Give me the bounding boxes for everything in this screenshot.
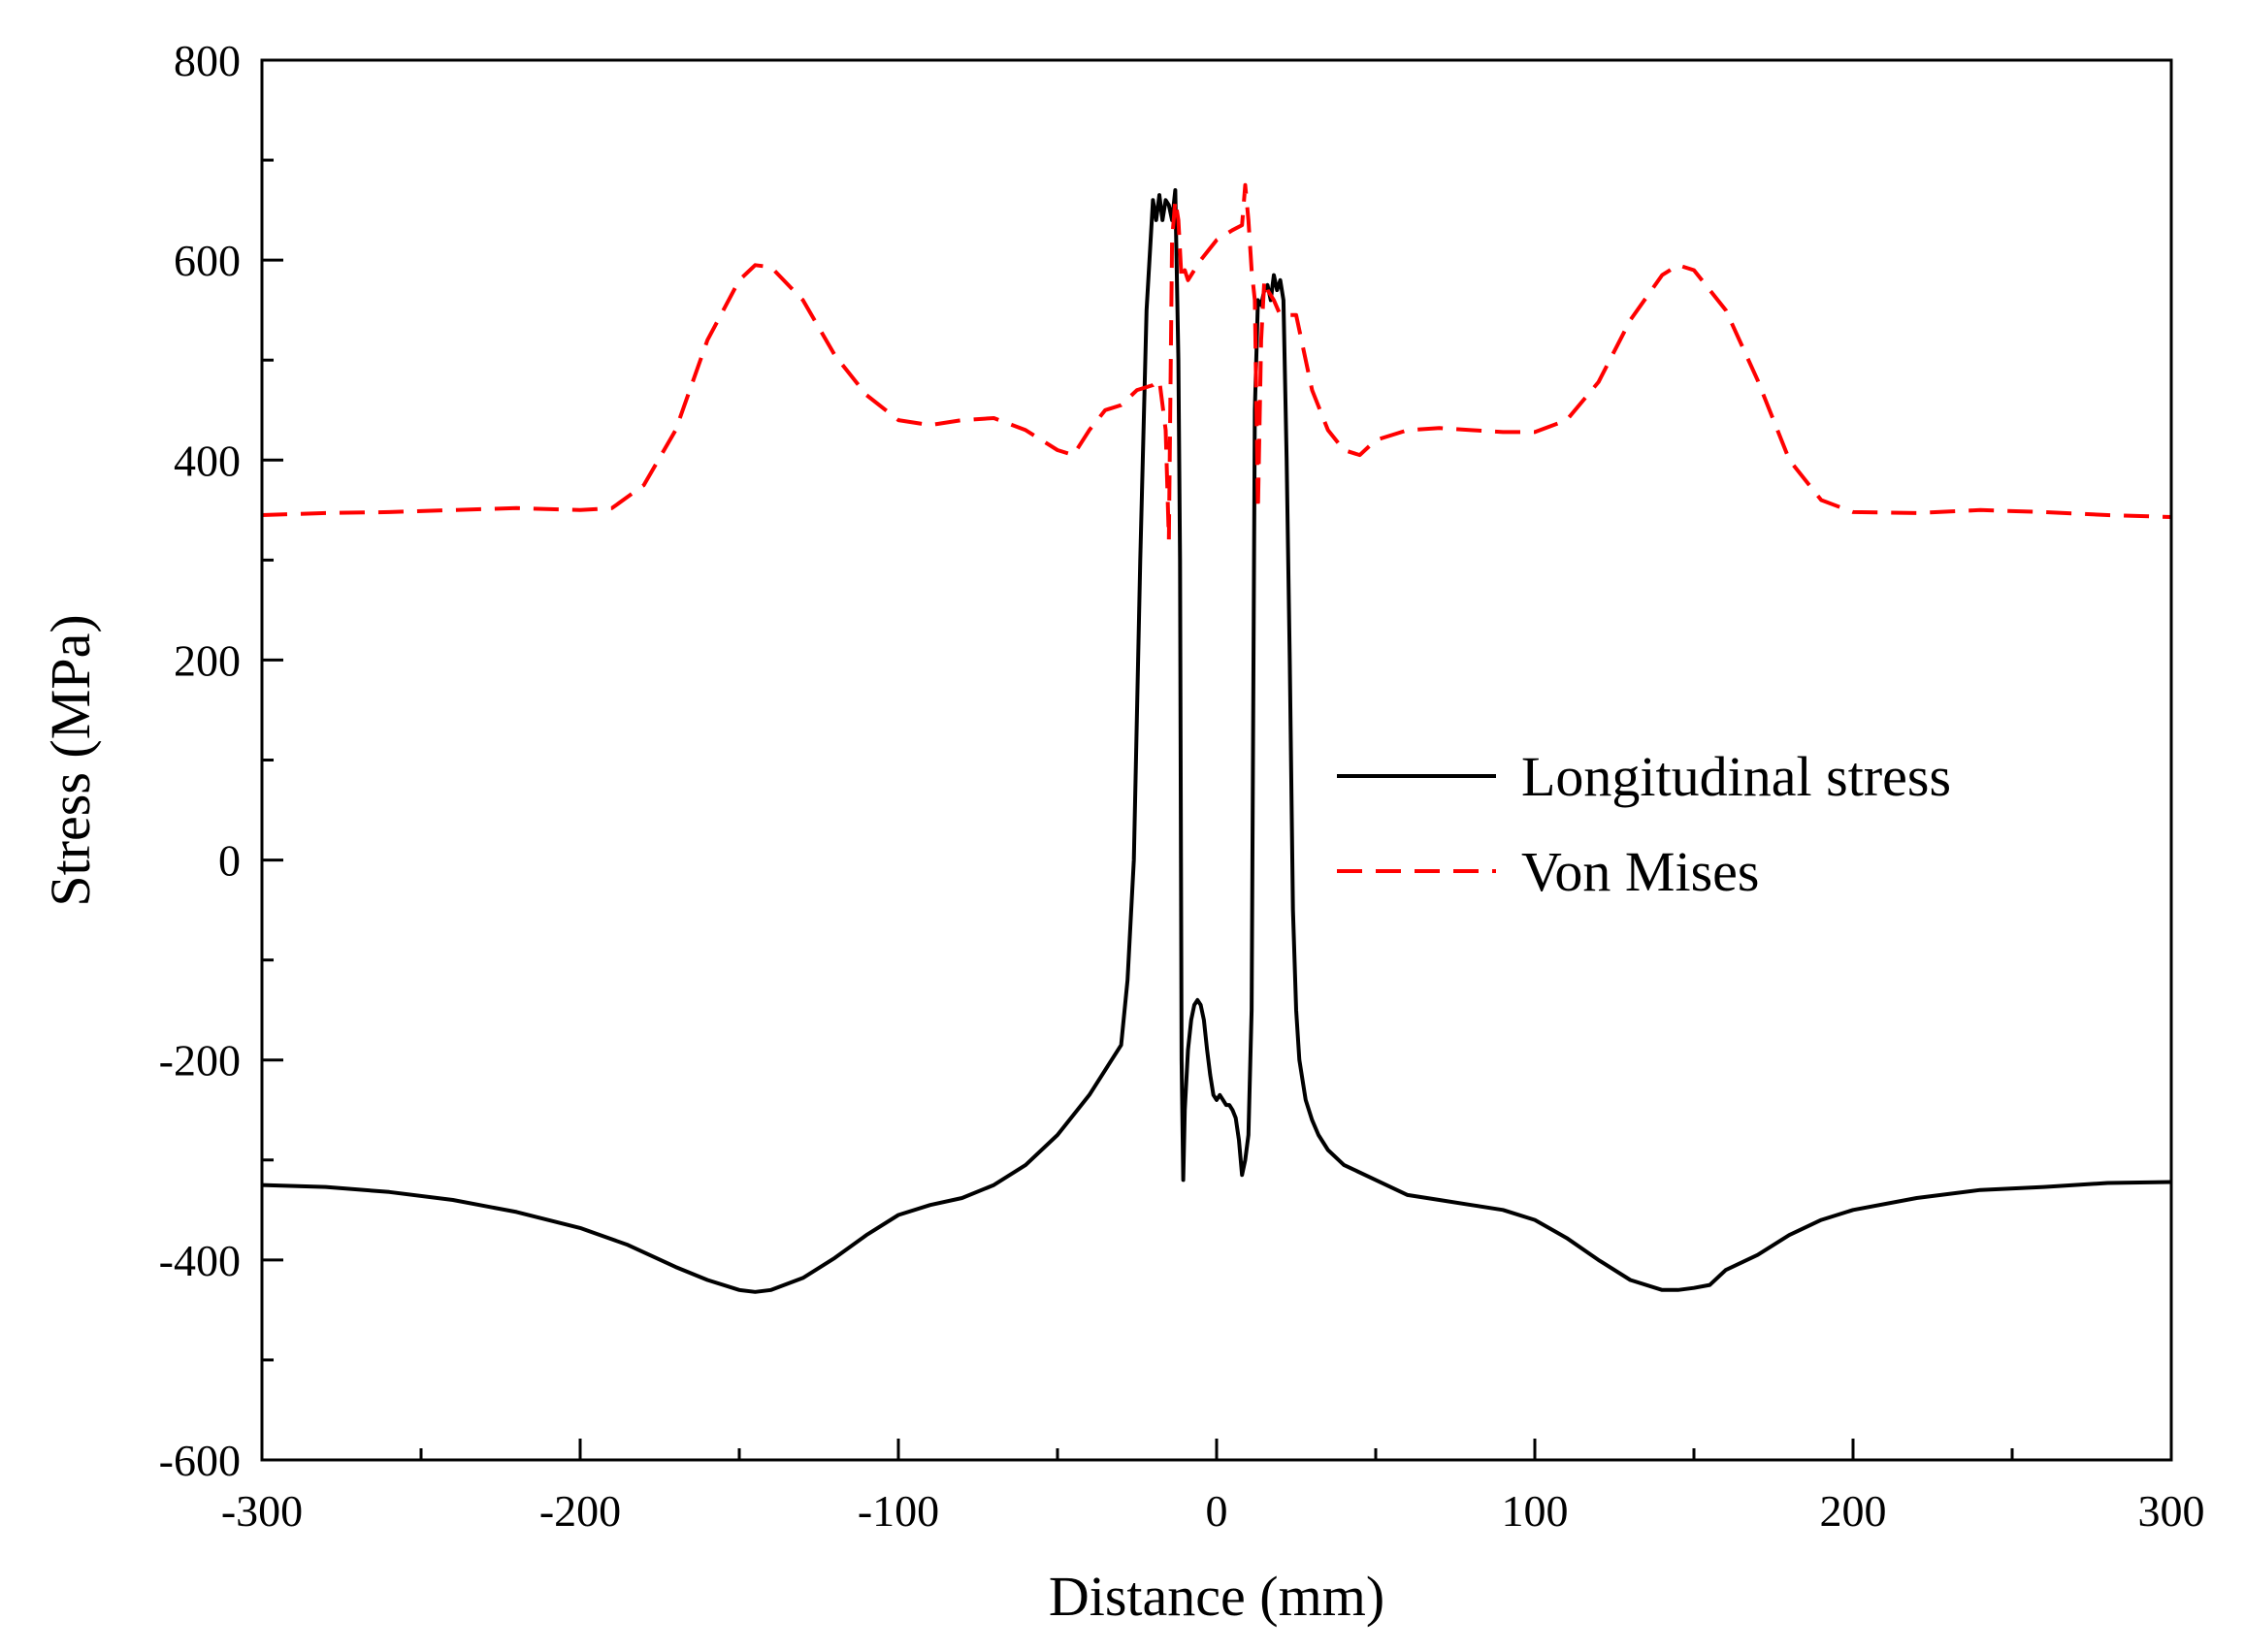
legend-label-longitudinal-stress: Longitudinal stress xyxy=(1521,745,1951,808)
y-tick-label: 600 xyxy=(174,236,241,285)
x-tick-label: -300 xyxy=(221,1486,303,1536)
x-tick-label: -200 xyxy=(539,1486,621,1536)
x-tick-label: 0 xyxy=(1206,1486,1228,1536)
legend: Longitudinal stress Von Mises xyxy=(1337,745,1951,903)
y-tick-label: -200 xyxy=(159,1036,241,1085)
y-tick-label: -600 xyxy=(159,1436,241,1485)
plot-marks xyxy=(261,182,2172,1294)
y-tick-label: 200 xyxy=(174,635,241,685)
y-tick-label: -400 xyxy=(159,1236,241,1285)
y-axis-title: Stress (MPa) xyxy=(39,614,102,906)
y-tick-label: 400 xyxy=(174,436,241,485)
y-tick-label: 0 xyxy=(218,836,241,886)
axis-tick-labels: -300 -200 -100 0 100 200 300 -600 -400 -200 0 200 40… xyxy=(159,36,2205,1536)
x-axis-title: Distance (mm) xyxy=(1049,1565,1384,1628)
x-tick-label: -100 xyxy=(858,1486,939,1536)
x-tick-label: 100 xyxy=(1502,1486,1569,1536)
axis-ticks xyxy=(260,58,2173,1462)
series-line-longitudinal-stress xyxy=(261,188,2172,1294)
legend-label-von-mises: Von Mises xyxy=(1521,840,1759,903)
x-tick-label: 300 xyxy=(2138,1486,2205,1536)
y-tick-label: 800 xyxy=(174,36,241,85)
x-tick-label: 200 xyxy=(1820,1486,1887,1536)
series-line-von-mises xyxy=(261,182,2172,542)
